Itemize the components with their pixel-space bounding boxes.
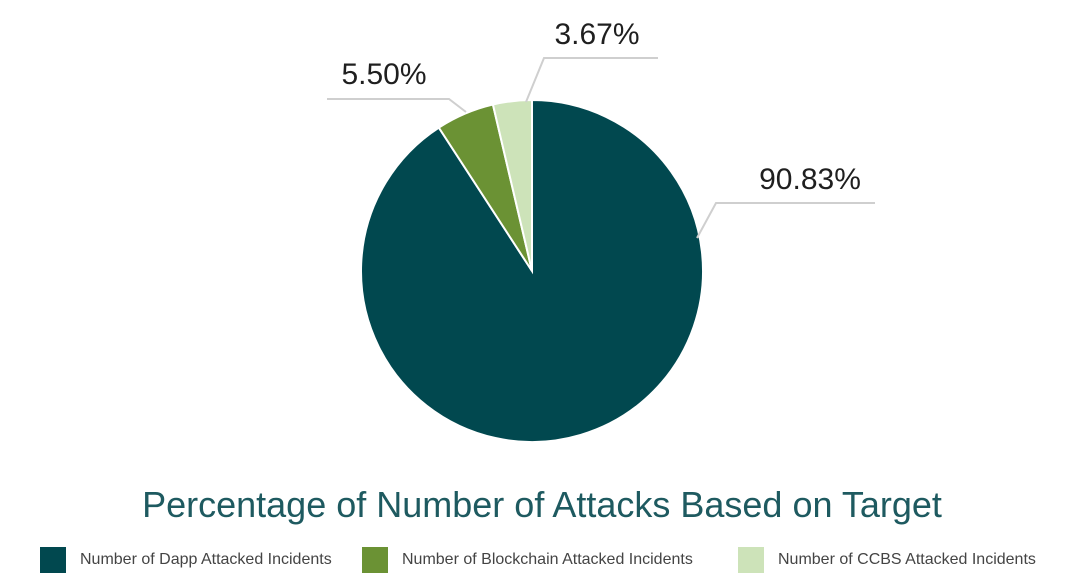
legend-item-ccbs: Number of CCBS Attacked Incidents xyxy=(738,545,1036,575)
data-label-ccbs: 3.67% xyxy=(554,18,639,51)
leader-line-blockchain xyxy=(327,98,467,113)
chart-title: Percentage of Number of Attacks Based on… xyxy=(142,484,942,525)
leader-line-dapp xyxy=(696,202,875,239)
legend-item-blockchain: Number of Blockchain Attacked Incidents xyxy=(362,545,693,575)
pie-slice-ccbs xyxy=(491,98,533,272)
pie-chart: 90.83% 5.50% 3.67% xyxy=(327,18,875,443)
legend-label-ccbs: Number of CCBS Attacked Incidents xyxy=(778,551,1036,568)
legend-label-blockchain: Number of Blockchain Attacked Incidents xyxy=(402,551,693,568)
pie-slices xyxy=(360,98,704,443)
data-label-blockchain: 5.50% xyxy=(341,58,426,91)
legend-label-dapp: Number of Dapp Attacked Incidents xyxy=(80,551,332,568)
leader-lines xyxy=(327,57,875,239)
data-label-dapp: 90.83% xyxy=(759,163,861,196)
legend-swatch-dapp xyxy=(40,547,66,573)
leader-line-ccbs xyxy=(525,57,658,103)
legend-swatch-ccbs xyxy=(738,547,764,573)
legend-item-dapp: Number of Dapp Attacked Incidents xyxy=(40,545,332,575)
legend-swatch-blockchain xyxy=(362,547,388,573)
data-labels: 90.83% 5.50% 3.67% xyxy=(341,18,860,196)
legend: Number of Dapp Attacked Incidents Number… xyxy=(0,545,1084,575)
